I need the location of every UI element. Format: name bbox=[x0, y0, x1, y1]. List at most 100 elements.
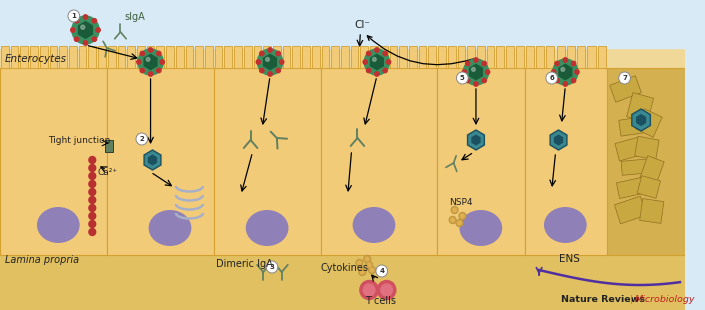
Bar bbox=[525, 68, 607, 255]
Text: Enterocytes: Enterocytes bbox=[5, 54, 67, 64]
Text: Tight junction: Tight junction bbox=[49, 136, 111, 145]
Bar bbox=[467, 46, 475, 68]
Circle shape bbox=[561, 68, 565, 71]
Bar bbox=[185, 46, 193, 68]
Bar bbox=[437, 68, 525, 255]
Circle shape bbox=[383, 68, 387, 73]
Circle shape bbox=[259, 51, 264, 56]
Circle shape bbox=[268, 72, 272, 76]
Bar bbox=[59, 46, 67, 68]
Bar bbox=[486, 46, 494, 68]
Bar bbox=[525, 46, 534, 68]
Text: Ca²⁺: Ca²⁺ bbox=[97, 168, 117, 177]
FancyBboxPatch shape bbox=[639, 199, 664, 224]
Circle shape bbox=[383, 51, 387, 56]
Bar bbox=[341, 46, 349, 68]
Text: Lamina propria: Lamina propria bbox=[5, 255, 79, 265]
FancyBboxPatch shape bbox=[619, 116, 651, 136]
FancyBboxPatch shape bbox=[639, 156, 664, 185]
Circle shape bbox=[375, 48, 379, 52]
Circle shape bbox=[458, 221, 461, 225]
Circle shape bbox=[89, 197, 96, 203]
Bar bbox=[607, 68, 685, 255]
Circle shape bbox=[146, 57, 150, 61]
Circle shape bbox=[369, 267, 376, 273]
Circle shape bbox=[96, 28, 100, 32]
Circle shape bbox=[365, 257, 369, 261]
Circle shape bbox=[89, 188, 96, 196]
Circle shape bbox=[364, 49, 389, 75]
Bar bbox=[234, 46, 242, 68]
Circle shape bbox=[83, 15, 87, 19]
Circle shape bbox=[257, 49, 283, 75]
Bar bbox=[587, 46, 596, 68]
Circle shape bbox=[157, 51, 161, 56]
Bar bbox=[107, 68, 214, 255]
Circle shape bbox=[465, 61, 470, 66]
FancyBboxPatch shape bbox=[627, 93, 654, 122]
Circle shape bbox=[364, 255, 371, 263]
Bar bbox=[331, 46, 339, 68]
Text: 2: 2 bbox=[140, 136, 145, 142]
Text: NSP4: NSP4 bbox=[449, 198, 472, 207]
Circle shape bbox=[75, 37, 79, 42]
Circle shape bbox=[140, 68, 145, 73]
Circle shape bbox=[376, 265, 388, 277]
Bar bbox=[214, 68, 321, 255]
Circle shape bbox=[357, 261, 362, 265]
Circle shape bbox=[450, 218, 455, 222]
Text: 4: 4 bbox=[379, 268, 384, 274]
Bar bbox=[556, 46, 565, 68]
Polygon shape bbox=[370, 54, 384, 70]
Bar bbox=[127, 46, 135, 68]
Ellipse shape bbox=[246, 210, 288, 246]
Circle shape bbox=[575, 70, 579, 74]
Bar bbox=[137, 46, 145, 68]
Bar bbox=[147, 46, 154, 68]
Circle shape bbox=[89, 212, 96, 219]
Circle shape bbox=[259, 68, 264, 73]
Bar bbox=[11, 46, 18, 68]
Polygon shape bbox=[636, 114, 646, 126]
Text: |: | bbox=[630, 295, 632, 304]
Circle shape bbox=[370, 268, 374, 272]
Polygon shape bbox=[554, 135, 563, 145]
Bar bbox=[321, 46, 329, 68]
Bar bbox=[0, 68, 107, 255]
Circle shape bbox=[276, 51, 281, 56]
Circle shape bbox=[367, 263, 371, 267]
Circle shape bbox=[89, 228, 96, 236]
Bar bbox=[448, 46, 455, 68]
Bar bbox=[506, 46, 514, 68]
Ellipse shape bbox=[460, 210, 502, 246]
Bar bbox=[108, 46, 116, 68]
Circle shape bbox=[377, 281, 396, 299]
FancyBboxPatch shape bbox=[610, 76, 642, 102]
Bar bbox=[157, 46, 164, 68]
Circle shape bbox=[386, 60, 391, 64]
Polygon shape bbox=[632, 109, 650, 131]
Polygon shape bbox=[144, 150, 161, 170]
Circle shape bbox=[89, 180, 96, 188]
Circle shape bbox=[474, 58, 478, 62]
Circle shape bbox=[360, 270, 364, 274]
Bar bbox=[419, 46, 427, 68]
Circle shape bbox=[266, 261, 278, 273]
Circle shape bbox=[451, 206, 458, 214]
Polygon shape bbox=[148, 154, 157, 166]
Bar bbox=[409, 46, 417, 68]
Circle shape bbox=[149, 72, 153, 76]
Circle shape bbox=[463, 59, 489, 85]
Circle shape bbox=[89, 220, 96, 228]
Circle shape bbox=[456, 219, 463, 227]
Circle shape bbox=[75, 19, 79, 23]
Circle shape bbox=[136, 133, 147, 145]
FancyBboxPatch shape bbox=[637, 176, 661, 198]
Circle shape bbox=[372, 57, 376, 61]
Circle shape bbox=[68, 10, 80, 22]
Circle shape bbox=[486, 70, 490, 74]
Polygon shape bbox=[550, 130, 567, 150]
Bar bbox=[20, 46, 28, 68]
Ellipse shape bbox=[352, 207, 396, 243]
Circle shape bbox=[555, 78, 559, 83]
